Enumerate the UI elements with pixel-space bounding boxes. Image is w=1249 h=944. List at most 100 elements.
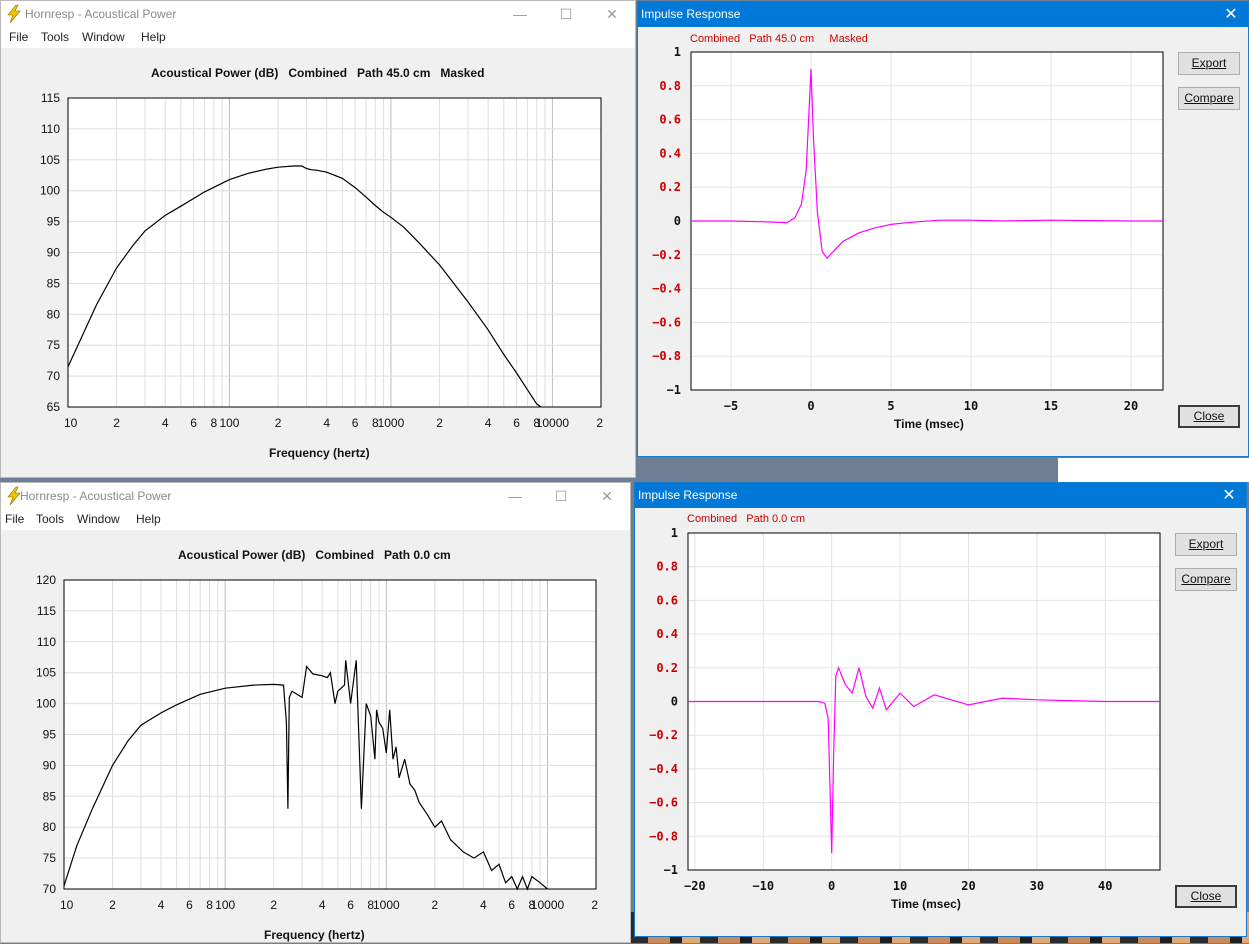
title-bar[interactable]: Hornresp - Acoustical Power — ☐ ✕ — [1, 1, 635, 28]
maximize-icon[interactable]: ☐ — [554, 488, 568, 504]
menu-file[interactable]: File — [9, 30, 29, 44]
y-tick-label: 115 — [37, 604, 56, 618]
menu-window[interactable]: Window — [77, 512, 120, 526]
title-bar[interactable]: Impulse Response ✕ — [635, 483, 1246, 508]
y-tick-label: 65 — [47, 400, 61, 414]
y-tick-label: 70 — [47, 369, 61, 383]
close-icon[interactable]: ✕ — [1222, 487, 1236, 504]
y-tick-label: −0.8 — [649, 829, 678, 843]
compare-button[interactable]: Compare — [1178, 87, 1240, 110]
y-tick-label: 0.4 — [659, 146, 681, 160]
x-tick-label: 8 — [367, 898, 374, 912]
x-tick-label: 2 — [591, 898, 598, 912]
menu-tools[interactable]: Tools — [36, 512, 65, 526]
chart-legend: Combined Path 0.0 cm — [687, 513, 806, 525]
impulse-response-chart: 1 0.8 0.6 0.4 0.2 0 −0.2 −0.4 −0.6 −0.8 −1 −20 −10 0 1… — [649, 526, 1161, 893]
x-tick-label: 2 — [596, 416, 603, 430]
x-tick-label: 15 — [1044, 399, 1058, 413]
export-button[interactable]: Export — [1175, 533, 1237, 556]
title-bar[interactable]: Impulse Response ✕ — [638, 2, 1248, 27]
y-tick-label: 0 — [671, 695, 678, 709]
close-button[interactable]: Close — [1178, 405, 1240, 428]
y-tick-label: 90 — [43, 758, 57, 772]
y-tick-label: 120 — [36, 573, 56, 587]
x-tick-label: 100 — [219, 416, 239, 430]
y-tick-label: 80 — [43, 820, 57, 834]
impulse-response-window-2[interactable]: Impulse Response ✕ Combined Path 0.0 cm … — [634, 482, 1247, 937]
x-tick-label: 100 — [215, 898, 235, 912]
x-tick-label: 8 — [529, 898, 536, 912]
minimize-icon[interactable]: — — [508, 488, 522, 504]
x-tick-label: 2 — [436, 416, 443, 430]
x-tick-label: 10 — [893, 879, 907, 893]
x-tick-label: −10 — [752, 879, 774, 893]
y-tick-label: 95 — [47, 215, 61, 229]
x-tick-label: 0 — [828, 879, 835, 893]
y-tick-label: 0.4 — [656, 627, 678, 641]
acoustical-power-curve — [63, 660, 548, 891]
compare-button[interactable]: Compare — [1175, 568, 1237, 591]
x-tick-label: 6 — [190, 416, 197, 430]
y-tick-label: −0.2 — [649, 728, 678, 742]
x-tick-label: 8 — [533, 416, 540, 430]
window-title: Hornresp - Acoustical Power — [20, 489, 172, 503]
close-icon[interactable]: ✕ — [606, 6, 618, 22]
x-tick-label: 20 — [1124, 399, 1138, 413]
y-tick-label: −0.6 — [649, 796, 678, 810]
x-axis-label: Frequency (hertz) — [264, 928, 365, 942]
y-tick-label: −0.6 — [652, 315, 681, 329]
menu-window[interactable]: Window — [82, 30, 125, 44]
hornresp-app-icon — [7, 486, 21, 506]
acoustical-power-window-1[interactable]: Hornresp - Acoustical Power — ☐ ✕ File T… — [0, 0, 636, 478]
x-tick-label: −20 — [684, 879, 706, 893]
close-icon[interactable]: ✕ — [1224, 6, 1238, 23]
x-tick-label: 2 — [270, 898, 277, 912]
maximize-icon[interactable]: ☐ — [559, 6, 573, 22]
menu-help[interactable]: Help — [136, 512, 161, 526]
acoustical-power-window-2[interactable]: Hornresp - Acoustical Power — ☐ ✕ File T… — [0, 482, 631, 943]
x-tick-label: 1000 — [373, 898, 400, 912]
menu-bar: File Tools Window Help — [1, 510, 630, 530]
x-tick-label: 0 — [807, 399, 814, 413]
y-tick-label: 0.2 — [656, 661, 678, 675]
minimize-icon[interactable]: — — [513, 6, 527, 22]
menu-help[interactable]: Help — [141, 30, 166, 44]
chart-title: Acoustical Power (dB) Combined Path 45.0… — [151, 66, 485, 80]
y-tick-label: 0.2 — [659, 180, 681, 194]
x-tick-label: 10000 — [531, 898, 565, 912]
title-bar[interactable]: Hornresp - Acoustical Power — ☐ ✕ — [1, 483, 630, 510]
x-tick-label: 10 — [60, 898, 74, 912]
plot-frame — [63, 579, 597, 890]
x-tick-label: 2 — [113, 416, 120, 430]
y-tick-label: 80 — [47, 307, 61, 321]
y-tick-label: 90 — [47, 246, 61, 260]
y-tick-label: 75 — [47, 338, 61, 352]
impulse-response-chart: 1 0.8 0.6 0.4 0.2 0 −0.2 −0.4 −0.6 −0.8 −1 −5 0 5 10 15… — [652, 45, 1164, 413]
acoustical-power-curve — [67, 165, 542, 408]
x-axis-label: Time (msec) — [891, 897, 961, 911]
close-icon[interactable]: ✕ — [601, 488, 613, 504]
export-button[interactable]: Export — [1178, 52, 1240, 75]
y-tick-label: 110 — [41, 122, 60, 136]
y-tick-label: −0.2 — [652, 248, 681, 262]
x-tick-label: 6 — [513, 416, 520, 430]
menu-tools[interactable]: Tools — [41, 30, 70, 44]
y-tick-label: 0.8 — [656, 560, 678, 574]
close-button[interactable]: Close — [1175, 885, 1237, 908]
y-tick-label: 1 — [671, 526, 678, 540]
x-tick-label: 8 — [206, 898, 213, 912]
x-tick-label: 6 — [347, 898, 354, 912]
y-tick-label: 1 — [674, 45, 681, 59]
x-tick-label: −5 — [724, 399, 738, 413]
plot-frame — [67, 97, 602, 408]
impulse-response-window-1[interactable]: Impulse Response ✕ Combined Path 45.0 cm… — [637, 1, 1249, 457]
x-tick-label: 1000 — [378, 416, 405, 430]
menu-file[interactable]: File — [5, 512, 25, 526]
hornresp-app-icon — [7, 4, 21, 24]
x-tick-label: 10 — [64, 416, 78, 430]
x-axis-label: Time (msec) — [894, 417, 964, 431]
x-tick-label: 6 — [508, 898, 515, 912]
x-tick-label: 4 — [485, 416, 492, 430]
x-tick-label: 10 — [964, 399, 978, 413]
x-tick-label: 8 — [210, 416, 217, 430]
